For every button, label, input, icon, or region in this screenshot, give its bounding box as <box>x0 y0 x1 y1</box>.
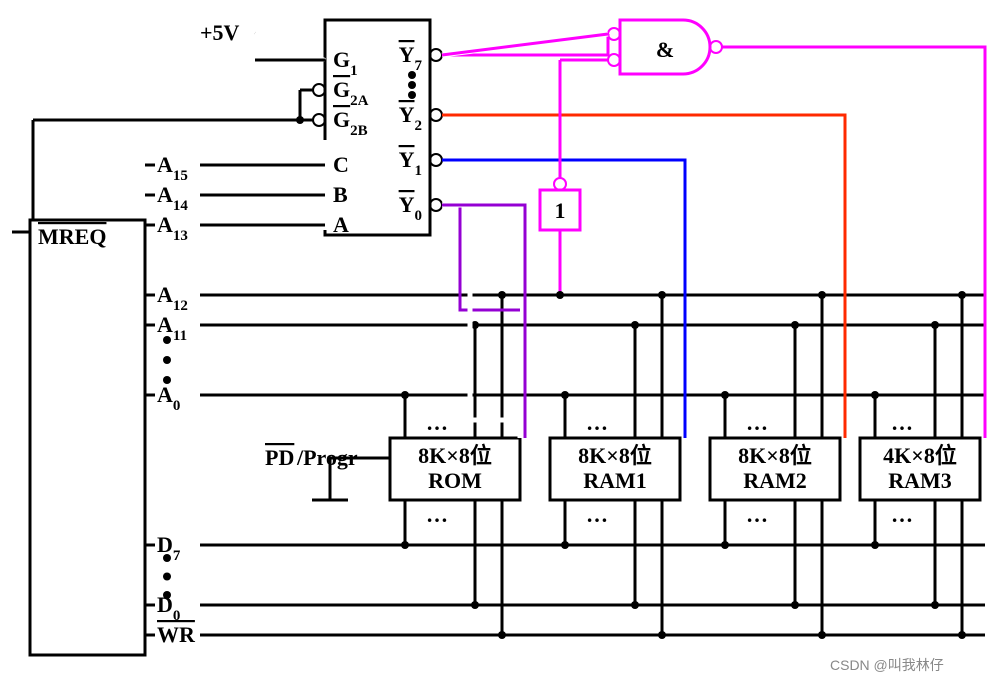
svg-text:MREQ: MREQ <box>38 224 106 249</box>
svg-text:4K×8位: 4K×8位 <box>883 443 957 468</box>
svg-text:ROM: ROM <box>428 468 482 493</box>
svg-text:…: … <box>586 502 608 527</box>
svg-text:PD: PD <box>265 445 294 470</box>
svg-text:B: B <box>333 182 348 207</box>
svg-text:…: … <box>586 410 608 435</box>
svg-text:8K×8位: 8K×8位 <box>738 443 812 468</box>
memory-decoder-diagram: G1G2AG2BCBAY7Y2Y1Y0+5VMREQA15A14A13A12A1… <box>0 0 1002 684</box>
svg-text:&: & <box>656 37 674 62</box>
svg-text:WR: WR <box>157 622 196 647</box>
svg-text:…: … <box>426 410 448 435</box>
svg-text:RAM1: RAM1 <box>583 468 647 493</box>
svg-text:A: A <box>333 212 349 237</box>
svg-text:RAM3: RAM3 <box>888 468 952 493</box>
svg-text:…: … <box>891 502 913 527</box>
svg-text:C: C <box>333 152 349 177</box>
svg-text:+5V: +5V <box>200 20 240 45</box>
svg-text:8K×8位: 8K×8位 <box>578 443 652 468</box>
svg-text:CSDN @叫我林仔: CSDN @叫我林仔 <box>830 657 944 673</box>
svg-text:1: 1 <box>555 198 566 223</box>
svg-text:…: … <box>426 502 448 527</box>
svg-text:8K×8位: 8K×8位 <box>418 443 492 468</box>
svg-text:…: … <box>746 502 768 527</box>
svg-text:RAM2: RAM2 <box>743 468 807 493</box>
svg-text:…: … <box>891 410 913 435</box>
svg-text:…: … <box>746 410 768 435</box>
